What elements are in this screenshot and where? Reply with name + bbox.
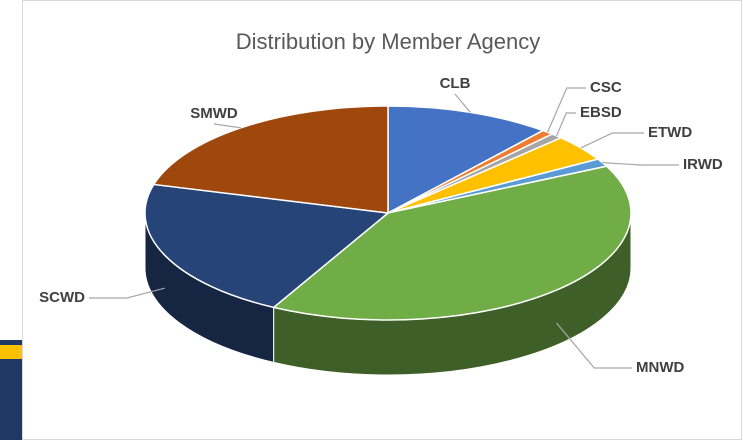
pie-slice [387,105,545,215]
leader-line [213,123,241,129]
data-label: ETWD [648,124,692,141]
leader-line [602,162,679,166]
pie-labels: CLB CSC EBSD ETWD IRWD MNWD SCWD SMWD [39,75,723,376]
leader-line [546,87,586,133]
data-label: SMWD [190,105,238,122]
leader-line [556,112,576,137]
leader-line [89,287,165,299]
pie-tops [144,105,632,321]
pie-slice [144,183,390,309]
data-label: MNWD [636,359,684,376]
pie-slice [152,105,389,214]
data-label: EBSD [580,104,622,121]
pie-slice [271,165,632,321]
data-label: CSC [590,79,622,96]
data-label: IRWD [683,156,723,173]
leader-line [580,132,644,149]
chart-title: Distribution by Member Agency [236,29,540,54]
side-panel-stripe [0,345,22,359]
data-label: CLB [440,75,471,92]
side-panel [0,340,22,440]
data-label: SCWD [39,289,85,306]
leader-line [454,93,471,113]
leader-line [556,322,632,369]
